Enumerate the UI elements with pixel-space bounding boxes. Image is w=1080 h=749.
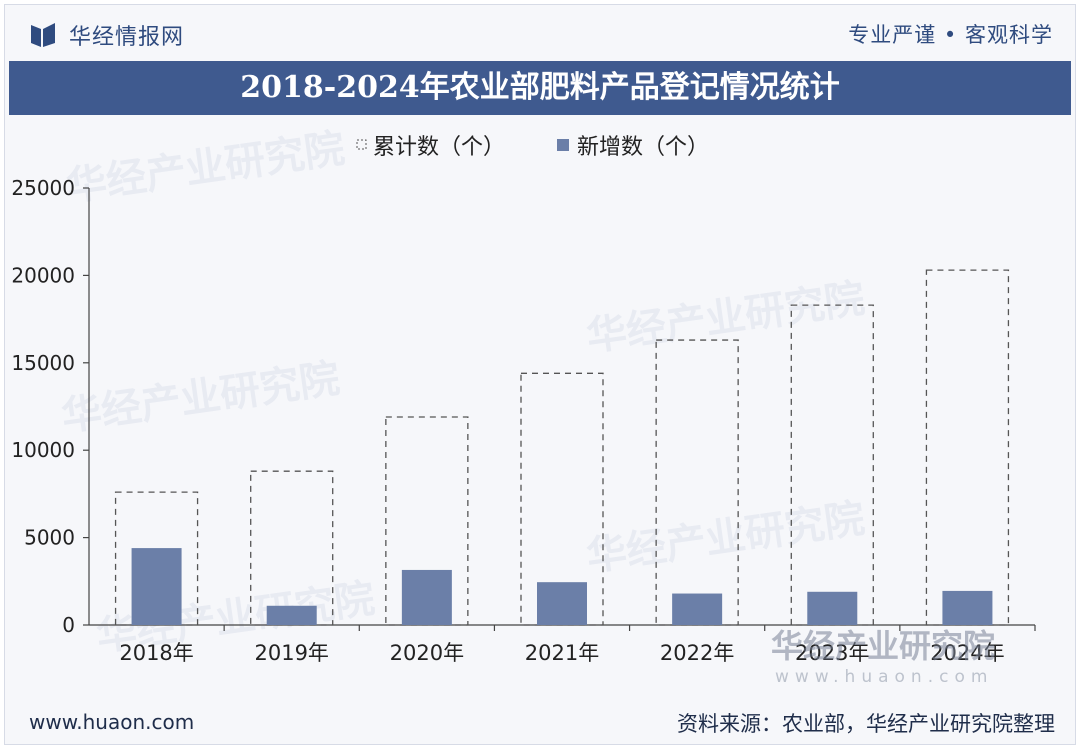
x-tick-label: 2018年	[119, 641, 193, 665]
y-tick-label: 20000	[11, 263, 75, 287]
y-tick-label: 25000	[11, 176, 75, 200]
x-tick-label: 2023年	[795, 641, 869, 665]
footer: www.huaon.com 资料来源：农业部，华经产业研究院整理	[5, 696, 1075, 744]
y-tick-label: 5000	[24, 526, 75, 550]
bar-chart: 0 5000 10000 15000 20000 25000 2018年 2019年 2020年…	[11, 135, 1036, 665]
y-tick-label: 15000	[11, 351, 75, 375]
x-tick-label: 2019年	[254, 641, 328, 665]
legend-swatch-cumulative	[356, 139, 367, 150]
y-tick-label: 10000	[11, 438, 75, 462]
bar-new	[807, 591, 858, 625]
website-link[interactable]: www.huaon.com	[29, 710, 195, 734]
top-bar: 华经情报网 专业严谨 • 客观科学	[5, 5, 1075, 61]
watermark-text: 华经产业研究院	[771, 627, 996, 665]
brand-name: 华经情报网	[69, 25, 185, 50]
chart-title: 2018-2024年农业部肥料产品登记情况统计	[240, 70, 840, 105]
x-tick-label: 2021年	[525, 641, 599, 665]
chart-frame: 华经情报网 专业严谨 • 客观科学 2018-2024年农业部肥料产品登记情况统…	[4, 4, 1076, 745]
bar-new	[401, 569, 452, 625]
bar-new	[537, 582, 587, 625]
bar-new	[266, 605, 317, 625]
legend-label-cumulative: 累计数（个）	[373, 135, 505, 160]
tagline: 专业严谨 • 客观科学	[848, 23, 1053, 47]
bar-cumulative	[655, 339, 739, 626]
bar-cumulative	[790, 304, 874, 626]
watermark-url: www.huaon.com	[775, 667, 994, 687]
title-band: 2018-2024年农业部肥料产品登记情况统计	[9, 61, 1071, 115]
bar-new	[942, 590, 993, 625]
source-note: 资料来源：农业部，华经产业研究院整理	[677, 712, 1055, 736]
bar-new	[131, 548, 182, 625]
brand-logo-icon	[31, 23, 55, 47]
bar-new	[672, 593, 723, 625]
y-tick-label: 0	[62, 613, 75, 637]
legend-swatch-new	[557, 139, 569, 151]
legend-label-new: 新增数（个）	[577, 135, 709, 160]
x-tick-label: 2020年	[390, 641, 464, 665]
x-tick-label: 2022年	[660, 641, 734, 665]
x-tick-label: 2024年	[930, 641, 1004, 665]
bar-cumulative	[925, 269, 1010, 626]
bar-cumulative	[250, 470, 334, 626]
